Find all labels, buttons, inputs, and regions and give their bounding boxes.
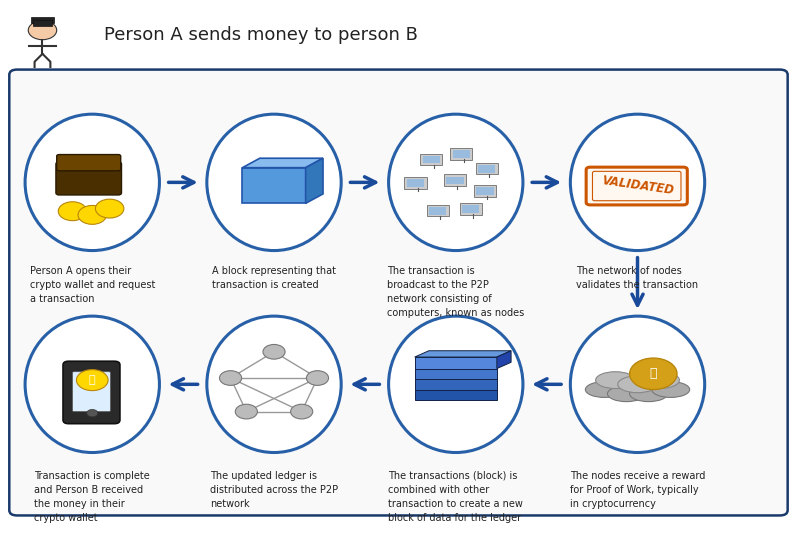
Circle shape — [29, 21, 57, 40]
Polygon shape — [497, 351, 511, 369]
Ellipse shape — [389, 316, 523, 452]
Text: The transactions (block) is
combined with other
transaction to create a new
bloc: The transactions (block) is combined wit… — [389, 471, 523, 523]
FancyBboxPatch shape — [476, 163, 498, 175]
Ellipse shape — [596, 372, 635, 389]
FancyBboxPatch shape — [72, 372, 110, 412]
Ellipse shape — [618, 376, 657, 393]
Polygon shape — [415, 378, 497, 390]
FancyBboxPatch shape — [474, 185, 496, 197]
Polygon shape — [415, 357, 497, 369]
Circle shape — [58, 202, 86, 221]
FancyBboxPatch shape — [10, 70, 787, 516]
FancyBboxPatch shape — [586, 167, 688, 205]
FancyBboxPatch shape — [57, 154, 121, 171]
Ellipse shape — [25, 316, 159, 452]
Polygon shape — [305, 158, 323, 203]
Text: ₿: ₿ — [649, 367, 657, 381]
Circle shape — [290, 404, 312, 419]
FancyBboxPatch shape — [423, 155, 440, 163]
FancyBboxPatch shape — [444, 175, 466, 186]
Ellipse shape — [570, 316, 705, 452]
Text: VALIDATED: VALIDATED — [600, 174, 675, 197]
FancyBboxPatch shape — [477, 187, 494, 195]
Ellipse shape — [25, 114, 159, 250]
Text: ₿: ₿ — [89, 375, 96, 385]
Text: Person A opens their
crypto wallet and request
a transaction: Person A opens their crypto wallet and r… — [29, 266, 155, 304]
Text: The nodes receive a reward
for Proof of Work, typically
in cryptocurrency: The nodes receive a reward for Proof of … — [570, 471, 705, 509]
Circle shape — [95, 199, 124, 218]
Text: Transaction is complete
and Person B received
the money in their
crypto wallet: Transaction is complete and Person B rec… — [34, 471, 150, 523]
Circle shape — [86, 410, 98, 417]
FancyBboxPatch shape — [462, 205, 480, 213]
Text: A block representing that
transaction is created: A block representing that transaction is… — [212, 266, 336, 291]
Text: The network of nodes
validates the transaction: The network of nodes validates the trans… — [577, 266, 699, 291]
FancyBboxPatch shape — [33, 20, 52, 26]
Circle shape — [630, 358, 677, 390]
Ellipse shape — [585, 382, 623, 397]
Ellipse shape — [652, 382, 690, 397]
Ellipse shape — [630, 386, 668, 401]
Polygon shape — [243, 158, 323, 168]
Ellipse shape — [570, 114, 705, 250]
FancyBboxPatch shape — [420, 153, 442, 165]
Text: Person A sends money to person B: Person A sends money to person B — [104, 26, 418, 44]
FancyBboxPatch shape — [404, 177, 427, 189]
Circle shape — [220, 371, 242, 385]
Ellipse shape — [207, 316, 341, 452]
Text: The updated ledger is
distributed across the P2P
network: The updated ledger is distributed across… — [210, 471, 338, 509]
Polygon shape — [415, 351, 511, 357]
FancyBboxPatch shape — [450, 148, 473, 160]
Polygon shape — [415, 389, 497, 400]
FancyBboxPatch shape — [460, 203, 482, 215]
Text: The transaction is
broadcast to the P2P
network consisting of
computers, known a: The transaction is broadcast to the P2P … — [387, 266, 524, 318]
Ellipse shape — [207, 114, 341, 250]
Ellipse shape — [389, 114, 523, 250]
FancyBboxPatch shape — [31, 17, 55, 23]
Polygon shape — [243, 168, 305, 203]
FancyBboxPatch shape — [427, 205, 449, 217]
Polygon shape — [415, 368, 497, 379]
Circle shape — [236, 404, 258, 419]
Circle shape — [306, 371, 328, 385]
FancyBboxPatch shape — [478, 165, 496, 173]
Circle shape — [76, 370, 108, 391]
Ellipse shape — [640, 372, 680, 389]
Circle shape — [263, 345, 285, 359]
FancyBboxPatch shape — [56, 162, 121, 195]
FancyBboxPatch shape — [453, 151, 470, 158]
FancyBboxPatch shape — [446, 176, 464, 184]
FancyBboxPatch shape — [429, 207, 446, 215]
FancyBboxPatch shape — [407, 179, 424, 187]
Ellipse shape — [607, 386, 646, 401]
Circle shape — [78, 205, 106, 225]
FancyBboxPatch shape — [63, 361, 120, 423]
